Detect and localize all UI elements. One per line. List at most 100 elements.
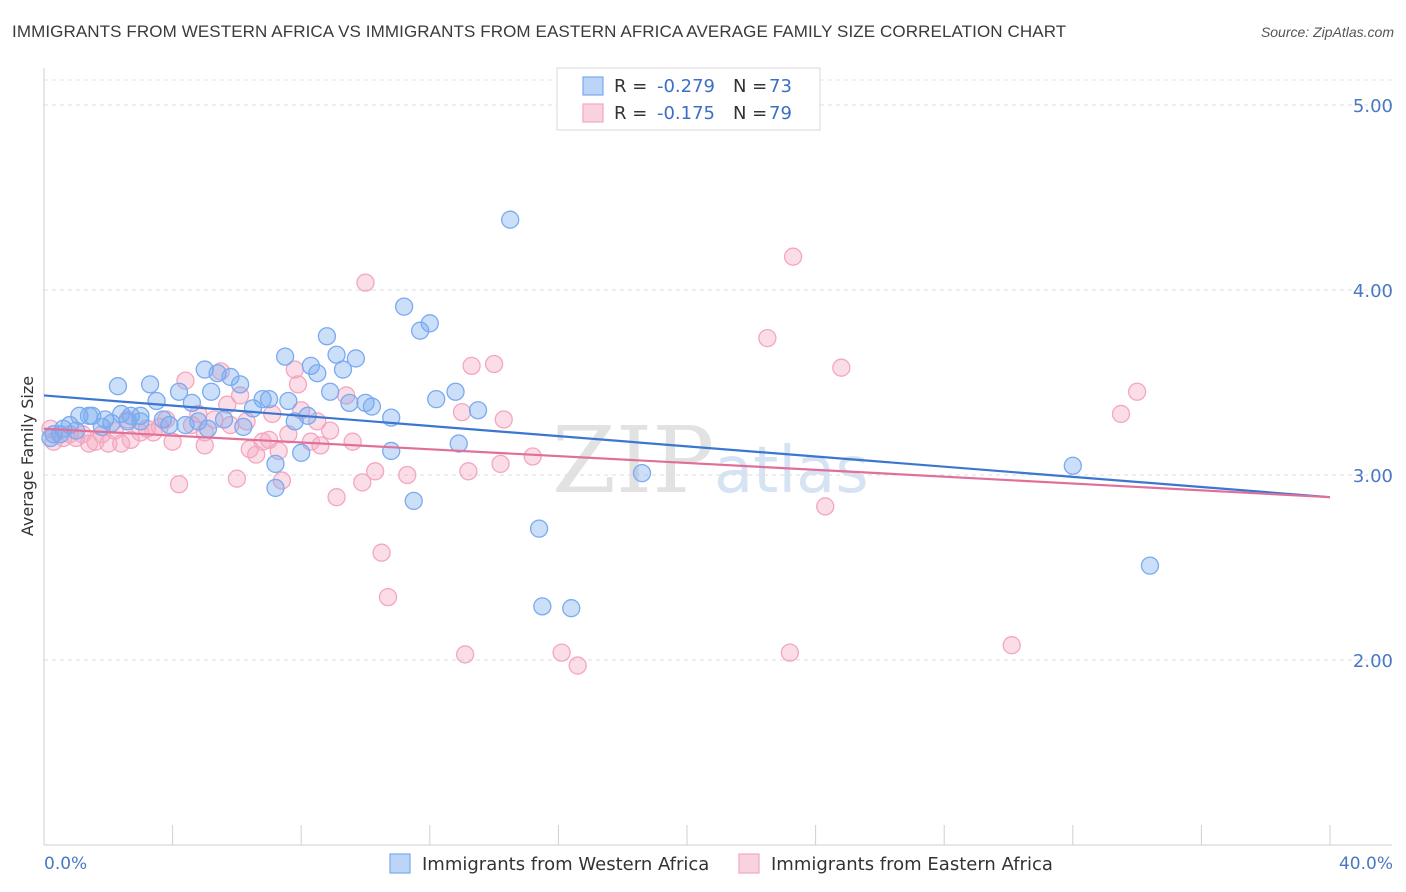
legend-n-label: N = xyxy=(733,76,767,97)
data-point xyxy=(121,430,140,450)
data-point xyxy=(552,643,571,662)
data-point xyxy=(308,364,327,383)
data-point xyxy=(189,412,208,431)
y-tick-label: 2.00 xyxy=(1353,651,1393,672)
y-tick-label: 4.00 xyxy=(1353,281,1393,302)
data-point xyxy=(452,402,472,422)
data-point xyxy=(816,497,835,516)
data-point xyxy=(459,462,478,481)
watermark: ZIP atlas xyxy=(552,407,869,514)
data-point xyxy=(108,377,128,396)
data-point xyxy=(484,354,504,374)
data-point xyxy=(131,406,150,425)
data-point xyxy=(169,382,189,401)
data-point xyxy=(568,656,587,675)
data-point xyxy=(79,434,99,453)
x-tick-label: 40.0% xyxy=(1339,854,1393,874)
data-point xyxy=(333,360,353,379)
legend-r-value: -0.279 xyxy=(657,76,715,97)
y-axis-label: Average Family Size xyxy=(18,376,37,536)
data-point xyxy=(198,419,218,438)
data-point xyxy=(1127,382,1147,401)
y-tick-label: 3.00 xyxy=(1353,466,1393,487)
data-point xyxy=(491,454,510,474)
data-point xyxy=(346,349,366,368)
legend-r-label: R = xyxy=(614,76,647,97)
data-point xyxy=(320,382,340,401)
data-point xyxy=(169,475,189,494)
data-point xyxy=(832,358,851,377)
data-point xyxy=(272,471,292,490)
data-point xyxy=(362,397,382,416)
data-point xyxy=(353,473,372,492)
data-point xyxy=(189,404,208,424)
tick-labels: 2.00 3.00 4.00 5.00 0.0% 40.0% xyxy=(44,96,1393,874)
chart-title: IMMIGRANTS FROM WESTERN AFRICA VS IMMIGR… xyxy=(12,22,1067,41)
legend-r-label: R = xyxy=(614,103,647,124)
data-point xyxy=(292,443,311,462)
legend-n-value: 73 xyxy=(769,76,792,97)
y-axis-label-group: Average Family Size xyxy=(18,376,37,536)
data-point xyxy=(1063,456,1082,475)
data-point xyxy=(211,362,230,381)
data-point xyxy=(462,356,481,376)
data-point xyxy=(266,478,285,498)
data-point xyxy=(632,463,652,483)
data-point xyxy=(533,597,552,616)
data-point xyxy=(404,491,423,511)
data-point xyxy=(112,434,131,453)
data-point xyxy=(1111,404,1131,424)
data-point xyxy=(494,410,513,429)
data-point xyxy=(501,210,520,229)
data-point xyxy=(523,447,542,466)
series-legend-label: Immigrants from Eastern Africa xyxy=(771,854,1053,875)
data-point xyxy=(230,375,250,394)
data-point xyxy=(121,406,140,425)
trend-line-western xyxy=(43,394,1331,499)
data-point xyxy=(221,367,240,387)
legend-swatch-0 xyxy=(582,76,604,96)
data-point xyxy=(427,389,446,409)
data-point xyxy=(301,356,320,376)
data-point xyxy=(783,247,803,266)
legend-n-value: 79 xyxy=(769,103,792,124)
y-tick-label: 5.00 xyxy=(1353,96,1393,117)
data-point xyxy=(288,375,308,394)
data-point xyxy=(411,321,430,340)
trend-line-eastern xyxy=(43,427,1331,499)
data-point xyxy=(195,436,214,455)
gridlines xyxy=(44,79,1392,661)
data-point xyxy=(227,469,247,488)
data-point xyxy=(202,382,221,401)
data-point xyxy=(529,519,549,538)
data-point xyxy=(266,454,285,474)
series-legend-swatch xyxy=(738,853,760,874)
series-legend: Immigrants from Western Africa Immigrants… xyxy=(389,853,1053,875)
data-point xyxy=(214,410,234,429)
legend-swatch-1 xyxy=(582,103,604,123)
data-point xyxy=(365,462,385,481)
legend-n-label: N = xyxy=(733,103,767,124)
legend-r-value: -0.175 xyxy=(657,103,715,124)
data-point xyxy=(182,393,202,413)
data-point xyxy=(205,410,224,429)
stats-legend: R = -0.279 N = 73 R = -0.175 N = 79 xyxy=(556,67,821,131)
axes xyxy=(43,68,1392,846)
data-point xyxy=(420,314,439,333)
data-point xyxy=(147,391,166,411)
data-point xyxy=(279,391,298,411)
data-point xyxy=(70,406,89,425)
data-point xyxy=(446,382,465,401)
data-point xyxy=(253,389,272,409)
data-point xyxy=(758,328,777,348)
data-point xyxy=(234,417,253,437)
data-point xyxy=(340,393,359,413)
series-legend-label: Immigrants from Western Africa xyxy=(422,854,709,875)
data-point xyxy=(343,432,362,451)
data-point xyxy=(317,327,337,346)
source-credit: Source: ZipAtlas.com xyxy=(1260,24,1394,40)
data-point xyxy=(468,401,488,420)
data-point xyxy=(327,488,346,507)
data-point xyxy=(1140,556,1160,575)
